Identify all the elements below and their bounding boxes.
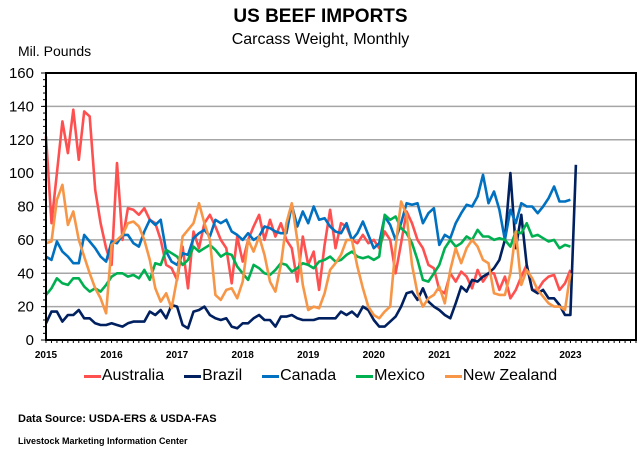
legend-label: Australia (101, 367, 165, 384)
legend-label: New Zealand (462, 367, 558, 384)
y-axis-label: Mil. Pounds (18, 43, 92, 59)
y-tick-label: 120 (9, 132, 34, 149)
legend-swatch (444, 374, 462, 378)
y-tick-label: 140 (9, 98, 34, 115)
y-tick-label: 40 (17, 265, 34, 282)
gridlines (46, 105, 636, 308)
data-source-note: Data Source: USDA-ERS & USDA-FAS (18, 413, 217, 425)
legend-item-mexico: Mexico (356, 367, 425, 385)
y-tick-label: 80 (17, 199, 34, 216)
series-line-brazil (44, 164, 578, 330)
x-tick-label: 2017 (166, 350, 189, 360)
legend-swatch (262, 374, 280, 378)
legend-swatch (184, 374, 202, 378)
y-tick-label: 20 (17, 299, 34, 316)
series-line-mexico (45, 213, 571, 296)
y-tick-label: 0 (26, 332, 34, 349)
chart-title: US BEEF IMPORTS (233, 6, 408, 27)
legend-label: Canada (280, 367, 337, 384)
legend-swatch (356, 374, 374, 378)
organization-credit: Livestock Marketing Information Center (18, 436, 188, 446)
y-tick-label: 160 (9, 65, 34, 82)
x-tick-label: 2021 (428, 350, 451, 360)
legend-item-brazil: Brazil (184, 367, 242, 385)
x-axis-ticks: 2015 2016 2017 2018 2019 2020 2021 2022 2023 (35, 340, 637, 360)
legend-item-new-zealand: New Zealand (444, 367, 558, 385)
y-tick-label: 100 (9, 165, 34, 182)
legend-item-australia: Australia (83, 367, 165, 385)
legend: Australia Brazil Canada Mexico New Zealand (0, 367, 641, 385)
x-tick-label: 2016 (100, 350, 123, 360)
x-tick-label: 2019 (297, 350, 320, 360)
legend-label: Brazil (202, 367, 243, 384)
chart-subtitle: Carcass Weight, Monthly (231, 31, 410, 48)
series-line-new-zealand (45, 183, 572, 320)
legend-label: Mexico (374, 367, 425, 384)
legend-swatch (83, 374, 101, 378)
x-tick-label: 2020 (363, 350, 386, 360)
legend-item-canada: Canada (262, 367, 336, 385)
series-lines (44, 108, 578, 330)
x-tick-label: 2015 (35, 350, 58, 360)
x-tick-label: 2023 (559, 350, 582, 360)
y-axis-ticks: 0 20 40 60 80 100 120 140 160 (9, 65, 46, 349)
x-tick-label: 2018 (232, 350, 255, 360)
series-line-canada (45, 173, 571, 267)
plot-frame (45, 72, 637, 341)
y-tick-label: 60 (17, 232, 34, 249)
x-tick-label: 2022 (494, 350, 517, 360)
